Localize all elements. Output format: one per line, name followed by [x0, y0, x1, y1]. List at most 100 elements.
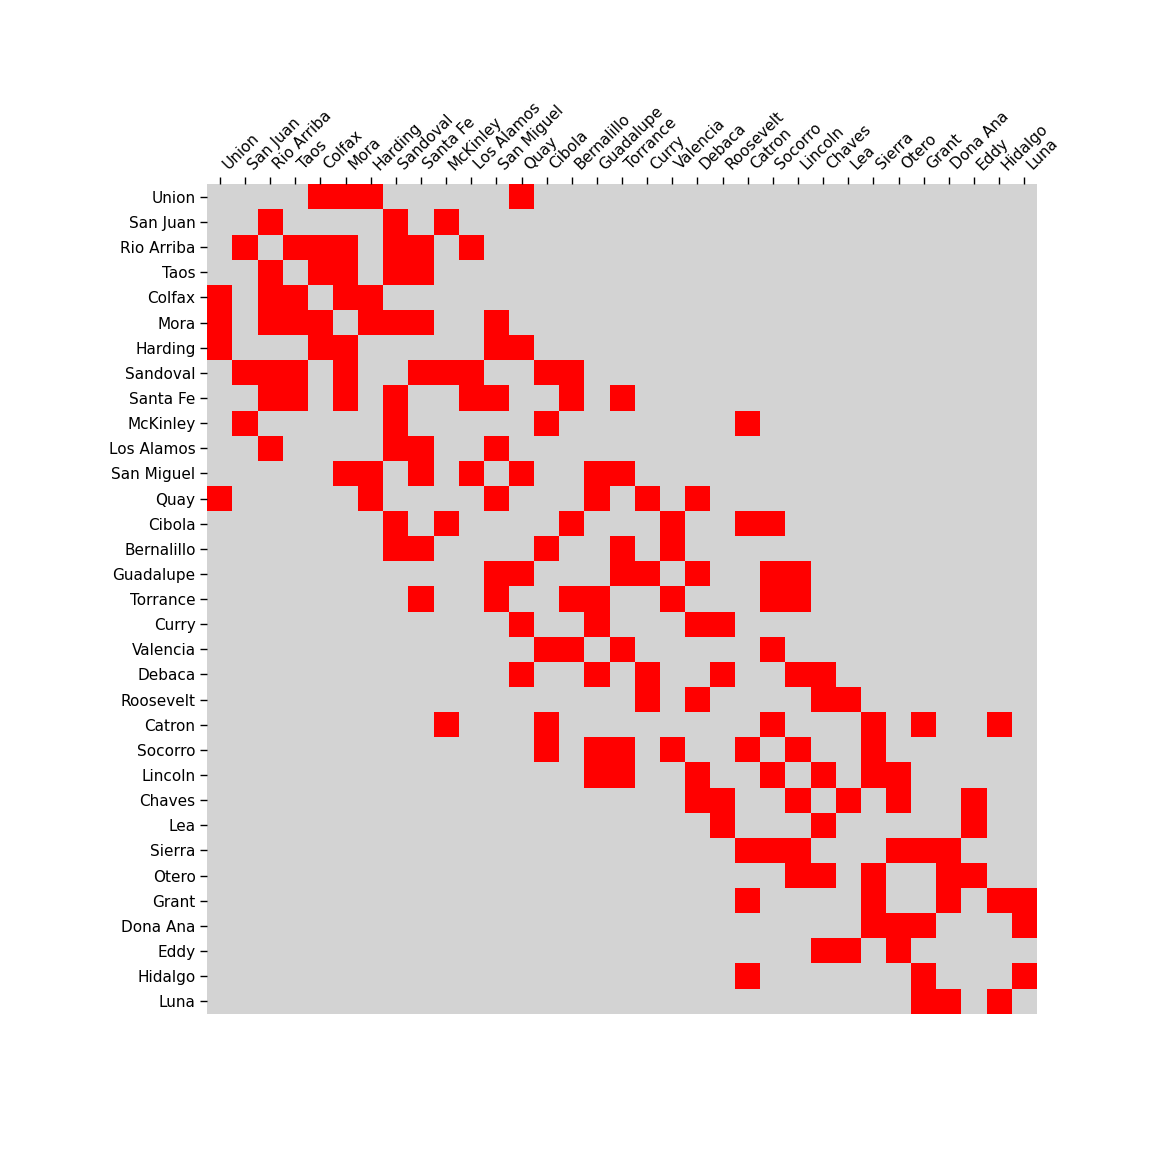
Bar: [937, 863, 962, 888]
Bar: [584, 662, 609, 687]
Bar: [584, 586, 609, 612]
Bar: [962, 863, 986, 888]
Bar: [660, 511, 685, 536]
Bar: [509, 461, 535, 486]
Bar: [786, 586, 811, 612]
Bar: [584, 612, 609, 637]
Bar: [584, 461, 609, 486]
Bar: [660, 586, 685, 612]
Bar: [735, 511, 760, 536]
Bar: [384, 536, 409, 561]
Bar: [811, 863, 835, 888]
Bar: [484, 561, 509, 586]
Bar: [258, 386, 282, 410]
Bar: [384, 435, 409, 461]
Bar: [710, 812, 735, 838]
Bar: [835, 788, 861, 812]
Bar: [609, 386, 635, 410]
Bar: [886, 838, 911, 863]
Bar: [635, 687, 660, 712]
Bar: [333, 285, 358, 310]
Bar: [308, 310, 333, 335]
Bar: [609, 561, 635, 586]
Bar: [635, 486, 660, 511]
Bar: [937, 988, 962, 1014]
Bar: [660, 536, 685, 561]
Bar: [308, 235, 333, 259]
Bar: [811, 662, 835, 687]
Bar: [384, 310, 409, 335]
Bar: [786, 863, 811, 888]
Bar: [535, 637, 559, 662]
Bar: [358, 184, 384, 210]
Bar: [735, 737, 760, 763]
Bar: [760, 561, 786, 586]
Bar: [535, 737, 559, 763]
Bar: [458, 361, 484, 386]
Bar: [484, 386, 509, 410]
Bar: [433, 511, 458, 536]
Bar: [258, 361, 282, 386]
Bar: [986, 888, 1011, 914]
Bar: [861, 737, 886, 763]
Bar: [986, 988, 1011, 1014]
Bar: [207, 310, 233, 335]
Bar: [282, 310, 308, 335]
Bar: [1011, 888, 1037, 914]
Bar: [735, 410, 760, 435]
Bar: [333, 259, 358, 285]
Bar: [409, 361, 433, 386]
Bar: [735, 888, 760, 914]
Bar: [308, 184, 333, 210]
Bar: [760, 712, 786, 737]
Bar: [937, 888, 962, 914]
Bar: [685, 763, 710, 788]
Bar: [609, 737, 635, 763]
Bar: [786, 838, 811, 863]
Bar: [509, 184, 535, 210]
Bar: [962, 788, 986, 812]
Bar: [937, 838, 962, 863]
Bar: [811, 939, 835, 963]
Bar: [384, 511, 409, 536]
Bar: [358, 486, 384, 511]
Bar: [384, 259, 409, 285]
Bar: [685, 486, 710, 511]
Bar: [433, 361, 458, 386]
Bar: [333, 386, 358, 410]
Bar: [911, 963, 937, 988]
Bar: [308, 259, 333, 285]
Bar: [861, 914, 886, 939]
Bar: [760, 838, 786, 863]
Bar: [233, 235, 258, 259]
Bar: [333, 335, 358, 361]
Bar: [609, 536, 635, 561]
Bar: [233, 361, 258, 386]
Bar: [786, 662, 811, 687]
Bar: [886, 788, 911, 812]
Bar: [886, 939, 911, 963]
Bar: [409, 461, 433, 486]
Bar: [358, 285, 384, 310]
Bar: [559, 361, 584, 386]
Bar: [861, 763, 886, 788]
Bar: [685, 612, 710, 637]
Bar: [535, 712, 559, 737]
Bar: [258, 210, 282, 235]
Bar: [811, 687, 835, 712]
Bar: [484, 335, 509, 361]
Bar: [710, 662, 735, 687]
Bar: [282, 285, 308, 310]
Bar: [258, 435, 282, 461]
Bar: [609, 461, 635, 486]
Bar: [458, 386, 484, 410]
Bar: [458, 461, 484, 486]
Bar: [358, 310, 384, 335]
Bar: [811, 812, 835, 838]
Bar: [535, 361, 559, 386]
Bar: [333, 461, 358, 486]
Bar: [861, 863, 886, 888]
Bar: [786, 788, 811, 812]
Bar: [484, 586, 509, 612]
Bar: [207, 335, 233, 361]
